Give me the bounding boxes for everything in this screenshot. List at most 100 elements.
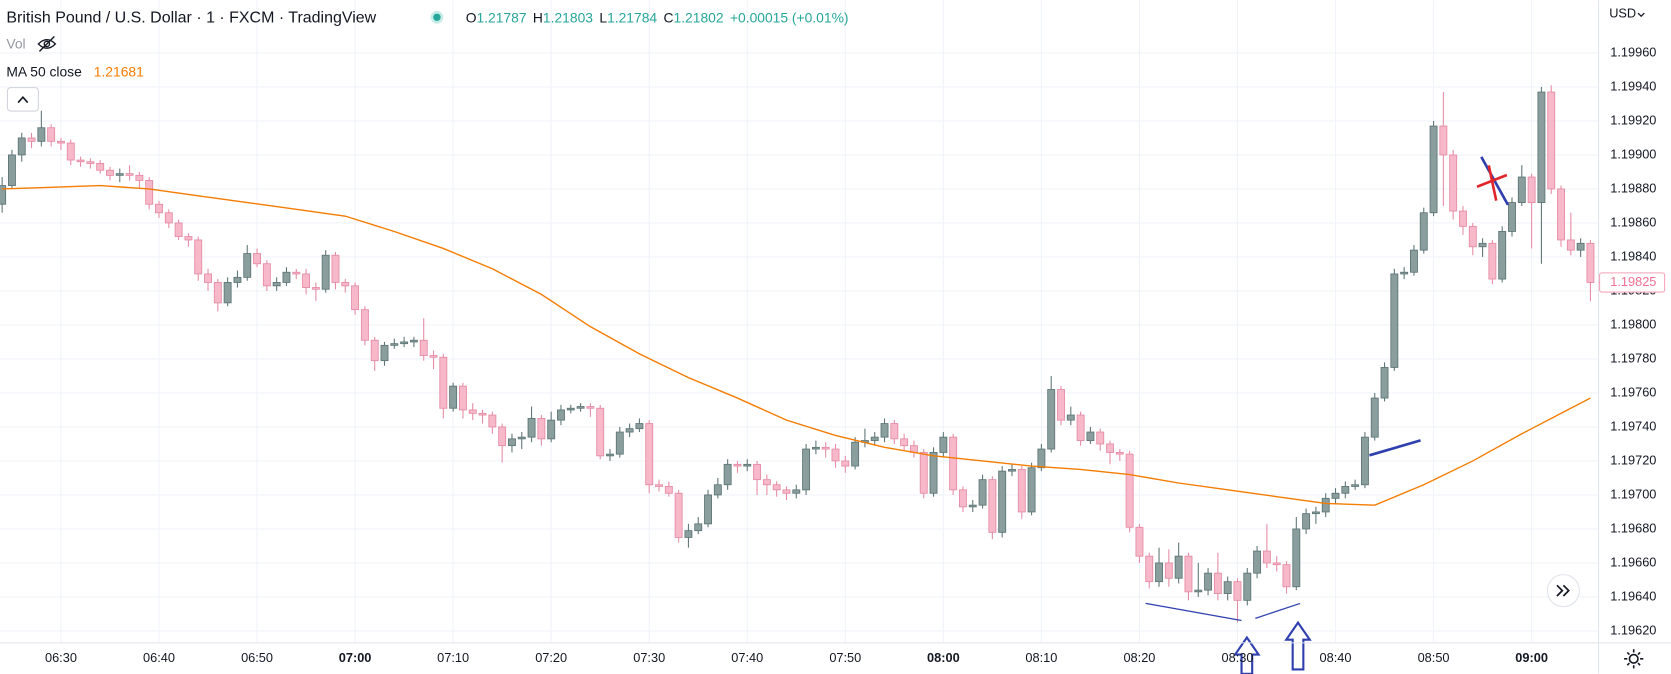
candle-body — [370, 339, 379, 362]
cross-mark — [1487, 165, 1498, 201]
candle-body — [27, 137, 36, 142]
candle-body — [400, 341, 409, 345]
y-tick-label: 1.19660 — [1610, 554, 1656, 569]
candle-body — [1557, 188, 1565, 241]
candle-body — [508, 438, 516, 447]
candle-body — [1439, 125, 1448, 156]
change: +0.00015 (+0.01%) — [730, 9, 849, 25]
candle-body — [449, 385, 458, 409]
x-tick-label: 06:30 — [45, 650, 77, 665]
ohlc-value: 1.21787 — [476, 9, 526, 25]
candle-body — [743, 463, 752, 467]
settings-icon[interactable] — [1624, 649, 1644, 669]
candle-body — [1184, 555, 1193, 593]
candle-body — [635, 423, 644, 430]
candle-body — [1566, 239, 1575, 251]
candle-body — [664, 486, 673, 494]
scroll-button[interactable] — [1546, 574, 1580, 608]
gear-hub — [1628, 653, 1639, 664]
y-tick-label: 1.19740 — [1610, 418, 1656, 433]
y-tick-label: 1.19720 — [1610, 452, 1656, 467]
candle-body — [811, 446, 820, 450]
x-tick-label: 07:30 — [633, 650, 665, 665]
candle-body — [57, 140, 65, 144]
ohlc-value: 1.21803 — [543, 9, 593, 25]
candle-body — [66, 142, 75, 161]
candle-body — [272, 282, 281, 287]
candle-body — [1096, 431, 1105, 445]
candle-body — [1360, 436, 1369, 486]
candle-body — [380, 344, 389, 362]
header: British Pound / U.S. Dollar · 1 · FXCM ·… — [6, 5, 1645, 112]
y-tick-label: 1.19960 — [1610, 44, 1656, 59]
candle-body — [1311, 511, 1320, 515]
candle-body — [47, 127, 56, 142]
candle-body — [723, 463, 732, 486]
candle-body — [517, 436, 526, 440]
candle-body — [360, 309, 369, 341]
x-tick-label: 07:10 — [437, 650, 469, 665]
x-tick-label: 07:50 — [829, 650, 861, 665]
hide-icon[interactable] — [37, 35, 57, 52]
candle-body — [566, 407, 575, 411]
candle-body — [1419, 212, 1428, 251]
candle-body — [900, 438, 909, 447]
candle-body — [311, 287, 320, 290]
candle-body — [831, 448, 840, 462]
candle-body — [1008, 469, 1016, 472]
candle-body — [1106, 443, 1114, 453]
candle-body — [1321, 497, 1330, 513]
candle-body — [37, 127, 46, 142]
candle-body — [1213, 572, 1222, 594]
collapse-button[interactable] — [6, 87, 39, 112]
candle-body — [1135, 526, 1144, 557]
candle-body — [164, 212, 173, 224]
x-tick-label: 06:40 — [143, 650, 175, 665]
candle-body — [762, 479, 771, 486]
candle-body — [1145, 555, 1154, 583]
vol-label: Vol — [6, 36, 25, 52]
candle-body — [1517, 176, 1526, 203]
candles — [0, 85, 1595, 623]
candle-body — [115, 173, 124, 176]
candle-body — [145, 180, 154, 205]
candle-body — [204, 273, 212, 283]
ohlc-label: L — [599, 9, 607, 25]
currency[interactable]: USD — [1609, 5, 1636, 20]
candle-body — [419, 339, 428, 356]
ohlc-value: 1.21784 — [607, 9, 657, 25]
candle-body — [1086, 431, 1095, 441]
candle-body — [674, 492, 683, 538]
x-tick-label: 08:50 — [1418, 650, 1450, 665]
candle-body — [1400, 271, 1409, 275]
candle-body — [988, 479, 997, 533]
candle-body — [1066, 414, 1075, 421]
candle-body — [890, 423, 899, 440]
candle-body — [1174, 555, 1183, 579]
candle-body — [733, 463, 742, 467]
candle-body — [321, 254, 330, 290]
candle-body — [243, 253, 252, 278]
y-tick-label: 1.19680 — [1610, 520, 1656, 535]
candle-body — [213, 282, 222, 304]
x-tick-label: 08:40 — [1320, 650, 1352, 665]
candle-body — [155, 203, 163, 214]
drawings — [1145, 156, 1510, 674]
candle-body — [1223, 581, 1232, 594]
candle-body — [684, 530, 693, 538]
candle-body — [1468, 225, 1477, 248]
x-tick-label: 09:00 — [1515, 650, 1548, 665]
candle-body — [1302, 513, 1311, 530]
candle-body — [1292, 528, 1301, 588]
x-tick-label: 07:20 — [535, 650, 567, 665]
y-tick-label: 1.19880 — [1610, 180, 1656, 195]
candle-body — [968, 504, 977, 508]
x-tick-label: 06:50 — [241, 650, 273, 665]
y-tick-label: 1.19860 — [1610, 214, 1656, 229]
ohlc-legend: O1.21787 H1.21803 L1.21784 C1.21802 +0.00015… — [466, 9, 849, 25]
y-tick-label: 1.19620 — [1610, 622, 1656, 637]
candle-body — [1057, 389, 1065, 421]
double-chevron — [1556, 584, 1570, 597]
